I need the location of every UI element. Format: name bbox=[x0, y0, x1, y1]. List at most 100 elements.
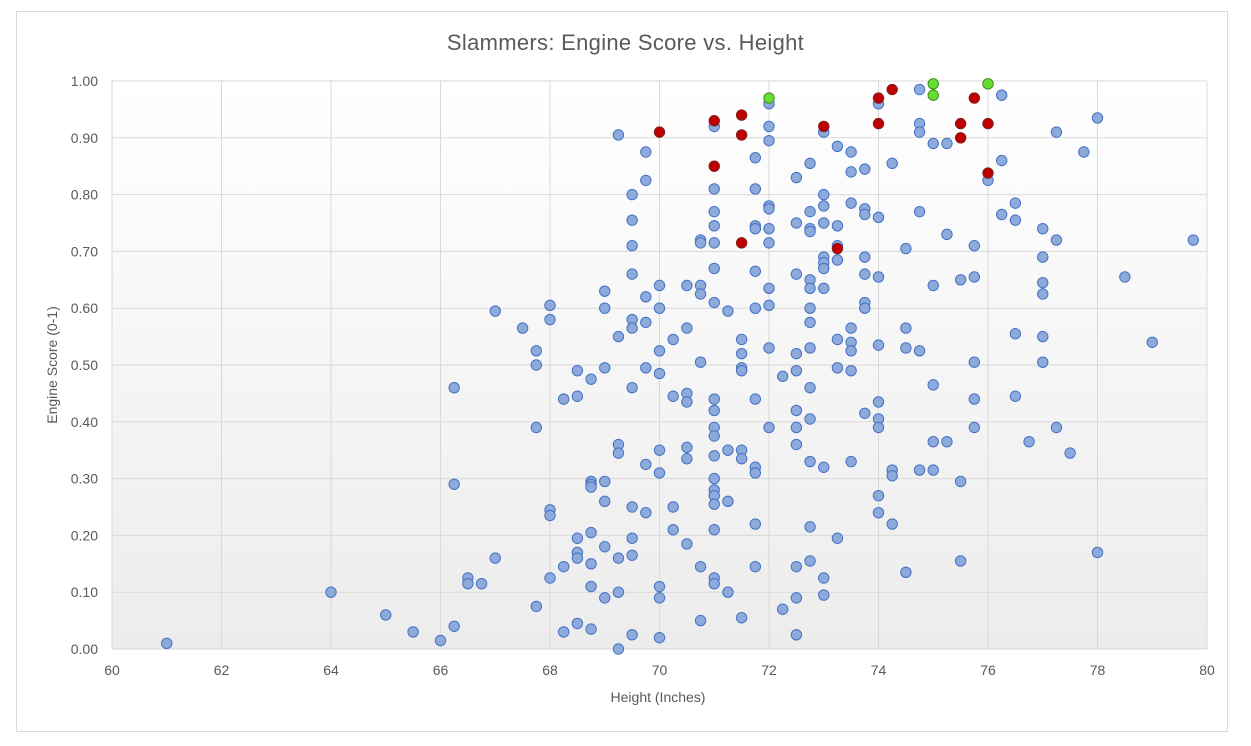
blue-data-point bbox=[872, 339, 885, 351]
blue-data-point bbox=[462, 577, 474, 590]
blue-data-point bbox=[859, 251, 871, 263]
x-tick-label: 64 bbox=[323, 662, 339, 678]
blue-data-point bbox=[995, 154, 1008, 167]
blue-data-point bbox=[845, 455, 857, 468]
blue-data-point bbox=[763, 421, 775, 434]
blue-data-point bbox=[530, 600, 543, 613]
blue-data-point bbox=[640, 291, 652, 303]
blue-data-point bbox=[790, 421, 803, 434]
red-data-point bbox=[708, 115, 720, 127]
blue-data-point bbox=[708, 404, 720, 417]
blue-data-point bbox=[913, 126, 926, 138]
blue-data-point bbox=[776, 603, 789, 615]
blue-data-point bbox=[900, 242, 912, 255]
x-tick-label: 66 bbox=[433, 662, 449, 678]
blue-data-point bbox=[681, 279, 693, 292]
blue-data-point bbox=[626, 322, 638, 334]
blue-data-point bbox=[585, 481, 597, 493]
blue-data-point bbox=[626, 268, 638, 280]
blue-data-point bbox=[831, 220, 844, 232]
red-data-point bbox=[653, 126, 666, 138]
blue-data-point bbox=[749, 560, 762, 573]
y-tick-label: 0.80 bbox=[71, 187, 98, 203]
y-tick-labels: 0.00 0.10 0.20 0.30 0.40 0.50 0.60 0.70 0.80 0.90… bbox=[71, 73, 98, 657]
blue-data-point bbox=[708, 183, 720, 195]
blue-data-point bbox=[1187, 234, 1200, 246]
red-data-point bbox=[735, 129, 748, 141]
blue-data-point bbox=[1009, 197, 1022, 209]
blue-data-point bbox=[954, 475, 967, 488]
blue-data-point bbox=[626, 532, 638, 544]
blue-data-point bbox=[804, 316, 816, 329]
blue-data-point bbox=[585, 580, 597, 593]
blue-data-point bbox=[694, 614, 707, 627]
blue-data-point bbox=[694, 288, 707, 300]
blue-data-point bbox=[845, 146, 857, 158]
blue-data-point bbox=[790, 560, 803, 573]
blue-data-point bbox=[749, 222, 762, 235]
blue-data-point bbox=[776, 370, 789, 383]
blue-data-point bbox=[763, 342, 775, 354]
y-tick-label: 0.00 bbox=[71, 641, 98, 657]
blue-data-point bbox=[599, 592, 611, 604]
blue-data-point bbox=[1091, 546, 1104, 559]
y-tick-label: 0.40 bbox=[71, 414, 98, 430]
x-tick-label: 68 bbox=[542, 662, 558, 678]
blue-data-point bbox=[859, 407, 871, 419]
blue-data-point bbox=[749, 265, 762, 277]
green-data-point bbox=[927, 89, 939, 101]
blue-data-point bbox=[790, 268, 803, 280]
blue-data-point bbox=[448, 620, 460, 632]
blue-data-point bbox=[599, 302, 611, 314]
blue-data-point bbox=[872, 506, 885, 519]
blue-data-point bbox=[900, 322, 912, 334]
blue-data-point bbox=[818, 188, 830, 201]
blue-data-point bbox=[1037, 330, 1049, 343]
blue-data-point bbox=[790, 217, 803, 229]
blue-data-point bbox=[612, 129, 625, 141]
blue-data-point bbox=[626, 549, 638, 561]
blue-data-point bbox=[708, 577, 720, 590]
blue-data-point bbox=[804, 157, 816, 170]
blue-data-point bbox=[735, 333, 748, 346]
blue-data-point bbox=[653, 467, 666, 479]
blue-data-point bbox=[763, 282, 775, 295]
blue-data-point bbox=[585, 373, 597, 385]
blue-data-point bbox=[681, 396, 693, 408]
blue-data-point bbox=[804, 521, 816, 533]
blue-data-point bbox=[653, 444, 666, 456]
blue-data-point bbox=[859, 208, 871, 221]
blue-data-point bbox=[845, 345, 857, 357]
blue-data-point bbox=[941, 435, 953, 448]
blue-data-point bbox=[1064, 447, 1076, 459]
blue-data-point bbox=[557, 393, 570, 405]
blue-data-point bbox=[749, 518, 762, 530]
red-data-point bbox=[982, 117, 994, 130]
blue-data-point bbox=[859, 302, 871, 314]
blue-data-point bbox=[1009, 328, 1022, 340]
blue-data-point bbox=[927, 279, 939, 292]
blue-data-point bbox=[1037, 251, 1049, 263]
red-data-point bbox=[982, 167, 994, 179]
blue-data-point bbox=[722, 305, 734, 317]
blue-data-point bbox=[571, 390, 584, 402]
blue-data-point bbox=[941, 228, 953, 241]
x-tick-label: 76 bbox=[980, 662, 996, 678]
y-tick-label: 0.20 bbox=[71, 527, 98, 543]
blue-data-point bbox=[845, 364, 857, 377]
blue-data-point bbox=[612, 552, 625, 564]
blue-data-point bbox=[1050, 421, 1063, 434]
blue-data-point bbox=[599, 495, 611, 508]
blue-data-point bbox=[516, 322, 529, 334]
blue-data-point bbox=[530, 359, 543, 371]
blue-data-point bbox=[489, 305, 501, 317]
blue-data-point bbox=[804, 342, 816, 354]
blue-data-point bbox=[804, 302, 816, 314]
blue-data-point bbox=[1050, 234, 1063, 246]
blue-data-point bbox=[872, 421, 885, 434]
blue-data-point bbox=[325, 586, 337, 598]
blue-data-point bbox=[708, 262, 720, 275]
blue-data-point bbox=[612, 643, 625, 655]
blue-data-point bbox=[1146, 336, 1158, 348]
